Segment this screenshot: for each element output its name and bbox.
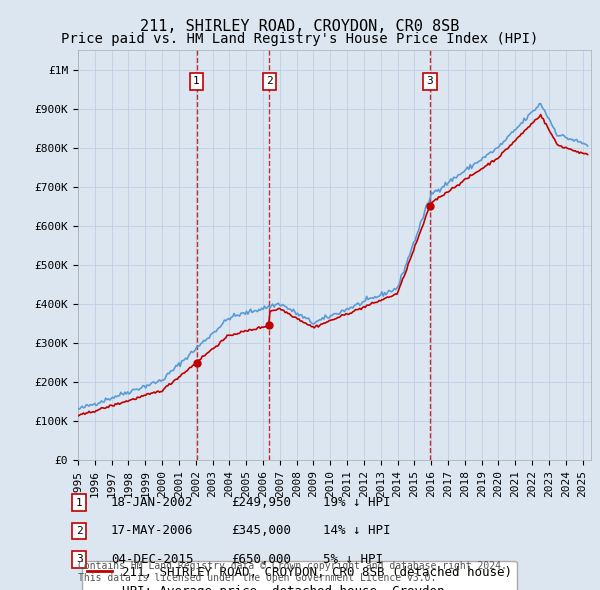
Text: 18-JAN-2002: 18-JAN-2002 <box>111 496 193 509</box>
Text: 19% ↓ HPI: 19% ↓ HPI <box>323 496 391 509</box>
Text: 2: 2 <box>76 526 83 536</box>
Text: Contains HM Land Registry data © Crown copyright and database right 2024.
This d: Contains HM Land Registry data © Crown c… <box>78 561 507 583</box>
Text: 17-MAY-2006: 17-MAY-2006 <box>111 525 193 537</box>
Text: 1: 1 <box>76 498 83 507</box>
Text: £249,950: £249,950 <box>231 496 291 509</box>
Text: 3: 3 <box>427 76 433 86</box>
Text: 1: 1 <box>193 76 200 86</box>
Text: 211, SHIRLEY ROAD, CROYDON, CR0 8SB: 211, SHIRLEY ROAD, CROYDON, CR0 8SB <box>140 19 460 34</box>
Legend: 211, SHIRLEY ROAD, CROYDON, CR0 8SB (detached house), HPI: Average price, detach: 211, SHIRLEY ROAD, CROYDON, CR0 8SB (det… <box>82 560 517 590</box>
Text: 14% ↓ HPI: 14% ↓ HPI <box>323 525 391 537</box>
Text: £345,000: £345,000 <box>231 525 291 537</box>
Text: Price paid vs. HM Land Registry's House Price Index (HPI): Price paid vs. HM Land Registry's House … <box>61 32 539 46</box>
Text: £650,000: £650,000 <box>231 553 291 566</box>
Text: 3: 3 <box>76 555 83 564</box>
Text: 04-DEC-2015: 04-DEC-2015 <box>111 553 193 566</box>
Text: 2: 2 <box>266 76 272 86</box>
Text: 5% ↓ HPI: 5% ↓ HPI <box>323 553 383 566</box>
